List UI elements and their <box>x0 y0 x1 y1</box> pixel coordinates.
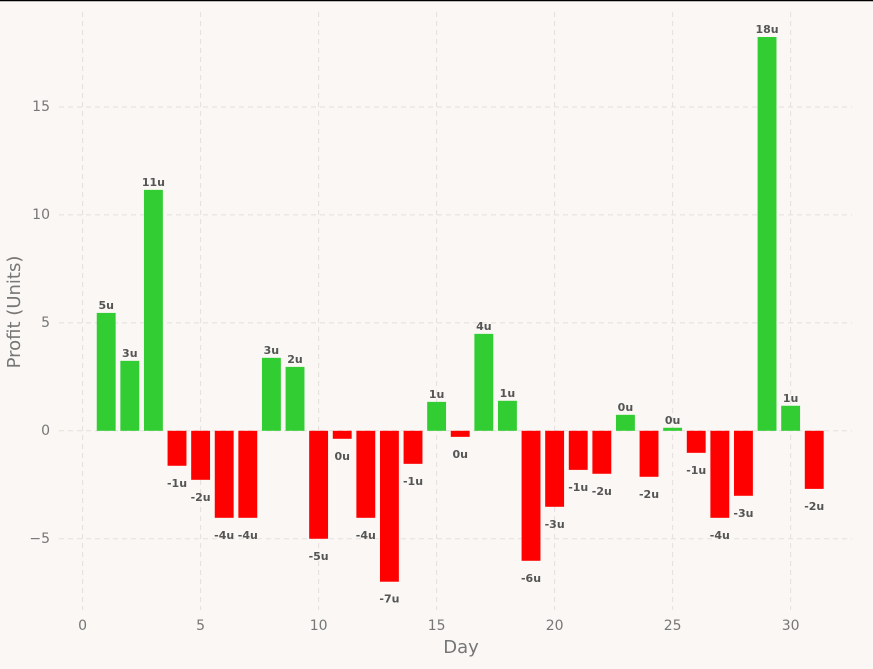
value-label: 5u <box>98 299 114 312</box>
bar <box>332 430 352 439</box>
x-tick-label: 30 <box>782 618 800 634</box>
value-label: 0u <box>618 401 634 414</box>
value-label: 2u <box>287 353 303 366</box>
value-label: -2u <box>639 488 659 501</box>
value-label: -7u <box>379 593 399 606</box>
x-tick-label: 10 <box>310 618 328 634</box>
value-label: -1u <box>568 481 588 494</box>
value-label: -1u <box>403 475 423 488</box>
bar <box>167 430 187 466</box>
bar <box>568 430 588 470</box>
value-label: -4u <box>356 529 376 542</box>
x-tick-label: 25 <box>664 618 682 634</box>
bar <box>450 430 470 437</box>
value-label: 1u <box>783 392 799 405</box>
value-label: 1u <box>429 388 445 401</box>
y-tick-label: 10 <box>32 207 50 223</box>
bar <box>757 37 777 431</box>
y-tick-label: 0 <box>41 423 50 439</box>
value-label: 1u <box>500 387 516 400</box>
bar <box>521 430 541 561</box>
value-label: 3u <box>264 344 280 357</box>
x-tick-label: 0 <box>78 618 87 634</box>
bar <box>120 360 140 431</box>
y-tick-label: 15 <box>32 99 50 115</box>
bar <box>427 401 447 431</box>
value-label: 0u <box>334 450 350 463</box>
value-label: -4u <box>214 529 234 542</box>
value-label: 18u <box>755 23 778 36</box>
y-tick-label: 5 <box>41 315 50 331</box>
value-label: -2u <box>592 485 612 498</box>
bar <box>309 430 329 539</box>
bar <box>663 427 683 431</box>
value-label: 4u <box>476 320 492 333</box>
value-label: -3u <box>733 507 753 520</box>
value-label: -5u <box>309 550 329 563</box>
bar <box>497 400 517 431</box>
bar <box>143 189 163 431</box>
bar <box>96 312 116 431</box>
value-label: -2u <box>191 491 211 504</box>
bar <box>545 430 565 507</box>
bar <box>615 414 635 431</box>
bar <box>804 430 824 489</box>
bar <box>214 430 234 518</box>
x-tick-label: 20 <box>546 618 564 634</box>
x-axis-label: Day <box>443 637 479 658</box>
bar <box>686 430 706 453</box>
value-label: 11u <box>142 176 165 189</box>
bar <box>261 357 281 431</box>
value-label: -6u <box>521 572 541 585</box>
bar <box>356 430 376 518</box>
value-label: -4u <box>238 529 258 542</box>
bar <box>710 430 730 518</box>
bar <box>191 430 211 480</box>
y-tick-label: −5 <box>29 531 50 547</box>
bar <box>733 430 753 496</box>
value-label: -2u <box>804 500 824 513</box>
x-tick-label: 5 <box>196 618 205 634</box>
bar <box>238 430 258 518</box>
value-label: -1u <box>167 477 187 490</box>
bar <box>403 430 423 464</box>
x-tick-label: 15 <box>428 618 446 634</box>
bar <box>285 366 305 431</box>
bar <box>781 405 801 431</box>
y-axis-label: Profit (Units) <box>4 256 25 369</box>
bar <box>639 430 659 477</box>
value-label: 0u <box>452 448 468 461</box>
value-label: 0u <box>665 414 681 427</box>
value-label: -3u <box>545 518 565 531</box>
value-label: -1u <box>686 464 706 477</box>
bar <box>379 430 399 582</box>
value-label: -4u <box>710 529 730 542</box>
bar <box>474 333 494 431</box>
bar <box>592 430 612 474</box>
value-label: 3u <box>122 347 138 360</box>
